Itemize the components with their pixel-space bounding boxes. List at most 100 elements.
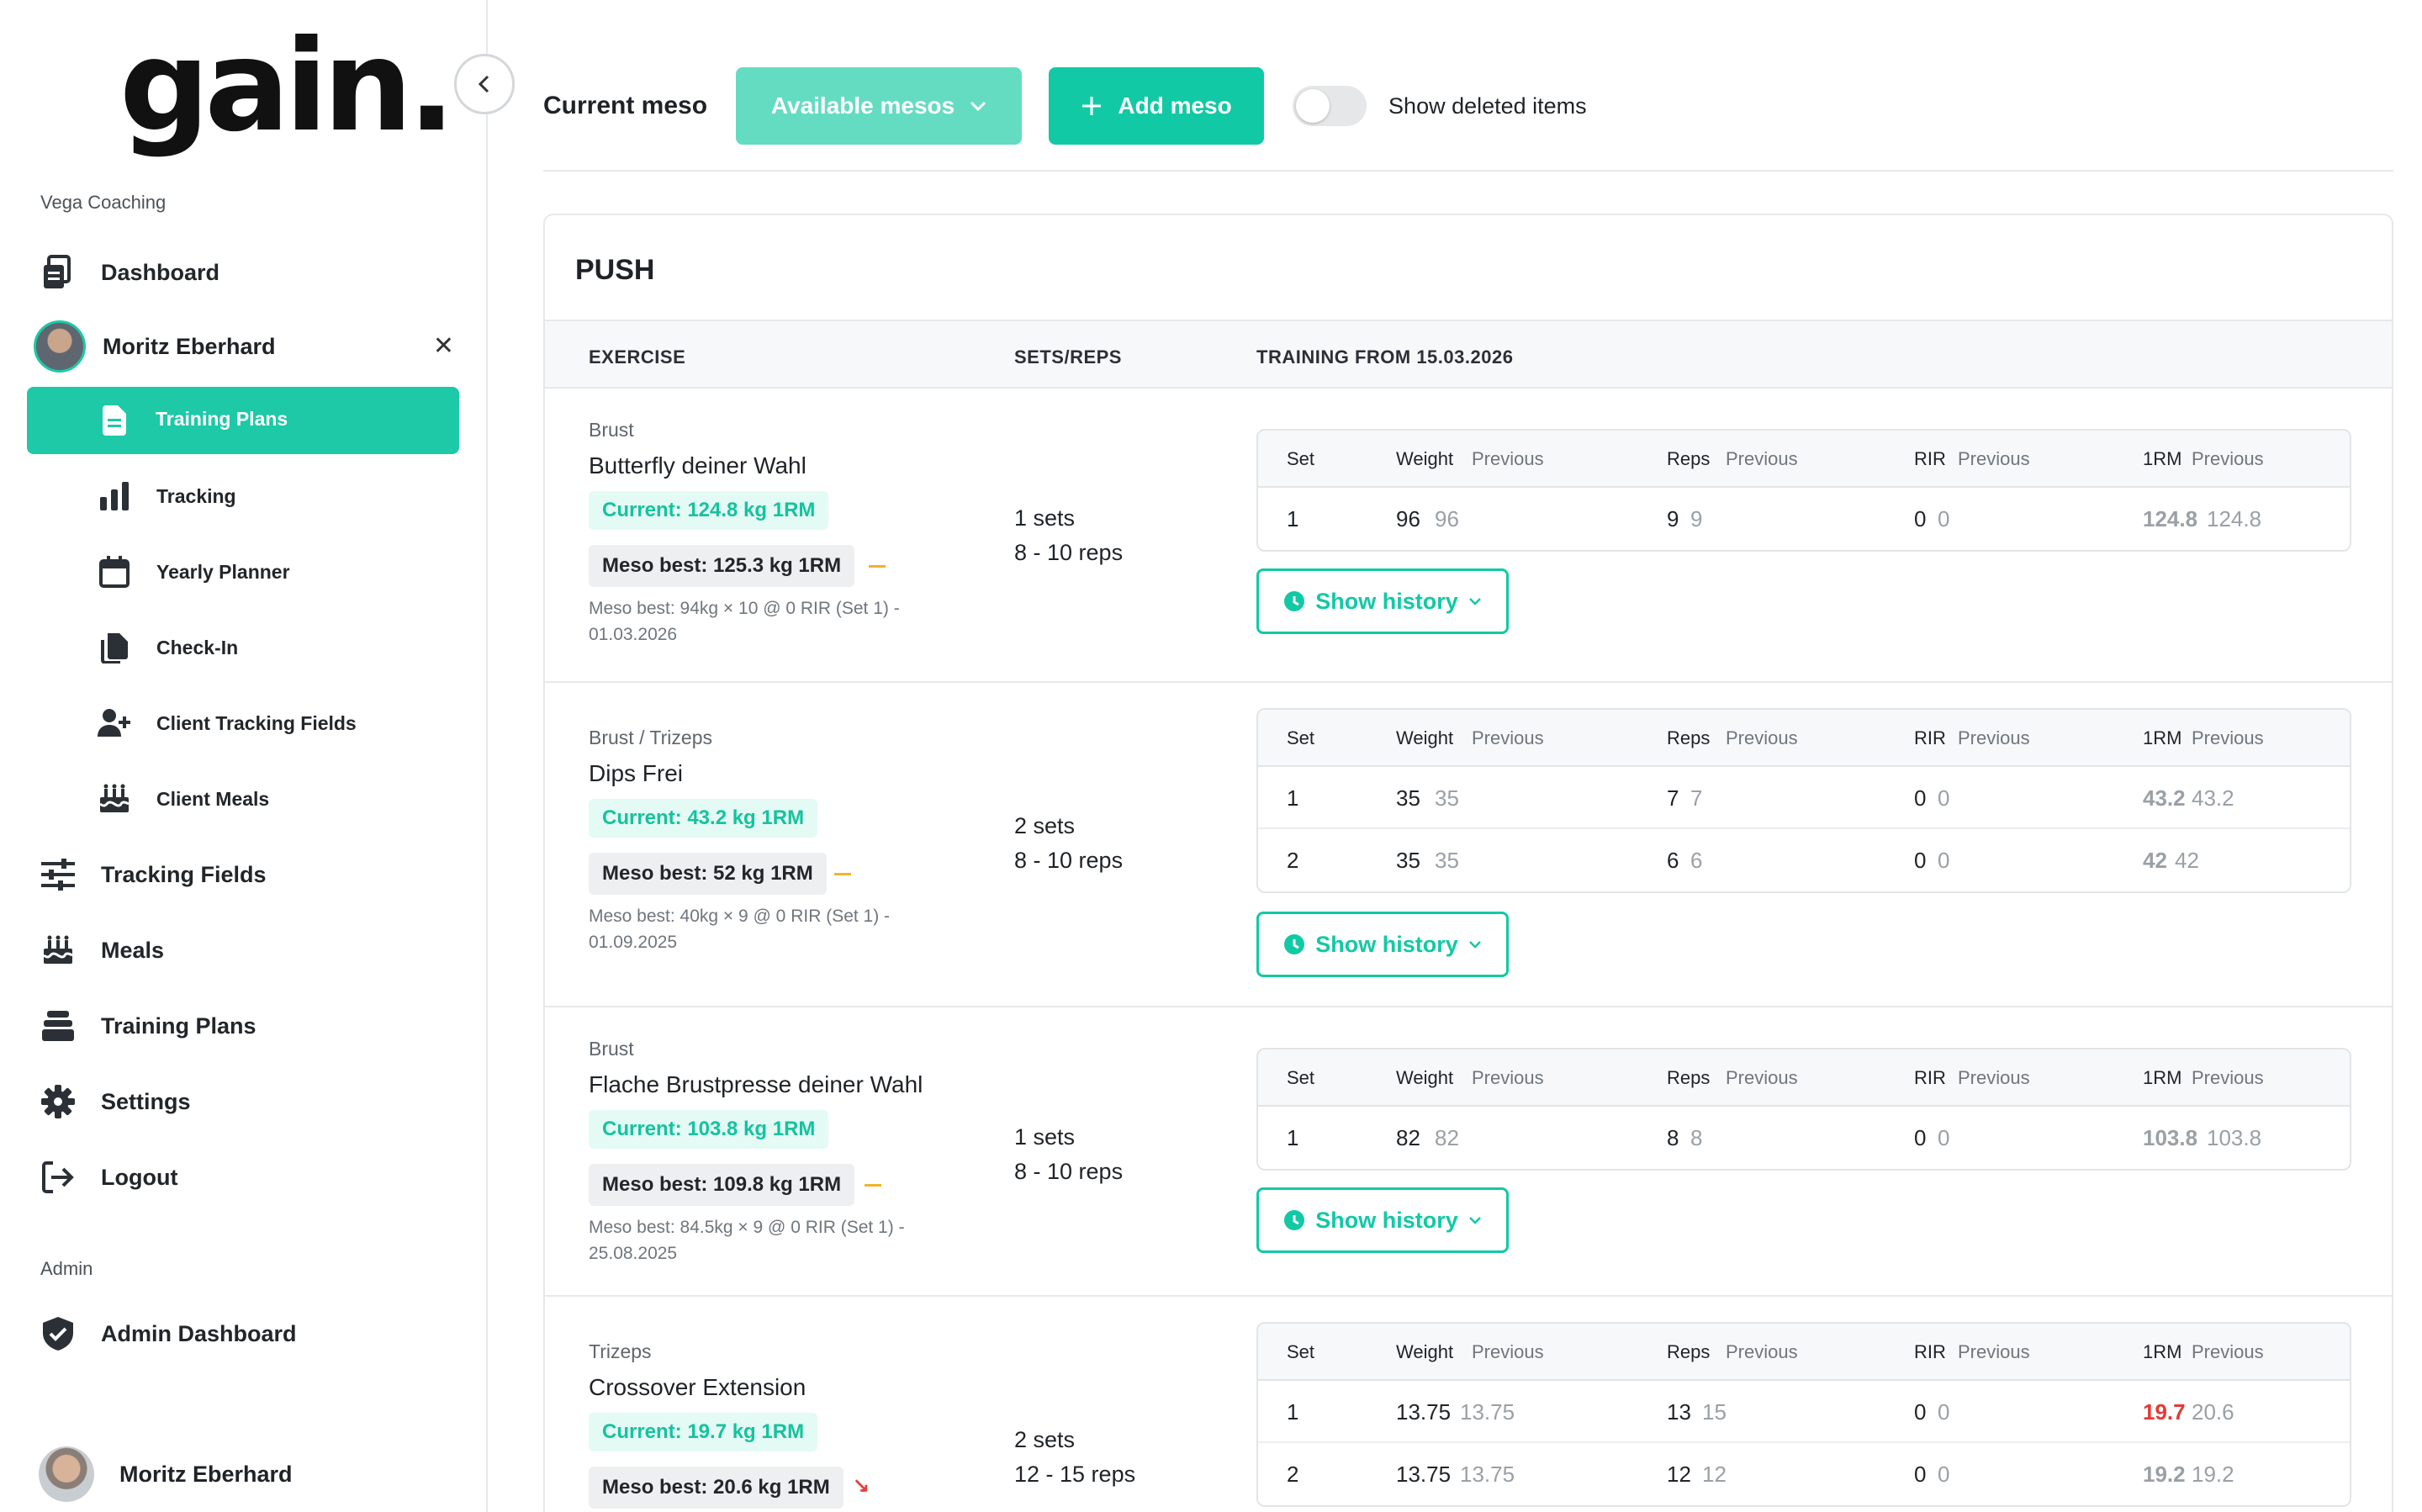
weight-value[interactable]: 13.75 bbox=[1396, 1462, 1452, 1487]
collapse-sidebar-button[interactable] bbox=[454, 54, 515, 114]
weight-prev: 35 bbox=[1435, 848, 1459, 873]
nav-label: Logout bbox=[101, 1164, 178, 1190]
h-1rm-prev: Previous bbox=[2192, 448, 2264, 469]
client-avatar bbox=[34, 320, 86, 373]
add-meso-button[interactable]: Add meso bbox=[1049, 67, 1265, 145]
sidebar-item-label: Check-In bbox=[156, 636, 239, 658]
h-set: Set bbox=[1287, 1067, 1315, 1088]
current-1rm-badge: Current: 124.8 kg 1RM bbox=[589, 491, 829, 530]
bar-chart-icon bbox=[98, 479, 131, 513]
sidebar-item-label: Client Meals bbox=[156, 787, 270, 810]
set-row: 1 96 96 9 9 0 0 124.8 124.8 bbox=[1258, 488, 2350, 550]
exercise-row: Brust / Trizeps Dips Frei Current: 43.2 … bbox=[545, 683, 2392, 1007]
show-history-button[interactable]: Show history bbox=[1256, 1187, 1509, 1253]
sidebar-item-yearly-planner[interactable]: Yearly Planner bbox=[98, 548, 290, 595]
cake-icon bbox=[98, 782, 131, 816]
nav-dashboard[interactable]: Dashboard bbox=[40, 249, 219, 296]
exercise-category: Brust bbox=[589, 419, 634, 441]
set-number: 2 bbox=[1287, 1462, 1299, 1487]
weight-prev: 13.75 bbox=[1460, 1462, 1515, 1487]
h-rir: RIR bbox=[1914, 1067, 1946, 1088]
nav-training-plans[interactable]: Training Plans bbox=[40, 1002, 256, 1049]
orm-value: 103.8 bbox=[2143, 1125, 2198, 1150]
reps-value[interactable]: 12 bbox=[1667, 1462, 1691, 1487]
rir-value[interactable]: 0 bbox=[1914, 1125, 1927, 1150]
nav-tracking-fields[interactable]: Tracking Fields bbox=[40, 851, 267, 898]
sidebar-item-training-plans[interactable]: Training Plans bbox=[27, 387, 459, 454]
clock-icon bbox=[1284, 1210, 1305, 1230]
col-sets-reps: SETS/REPS bbox=[1014, 346, 1122, 367]
exercise-category: Brust / Trizeps bbox=[589, 727, 712, 748]
reps-value[interactable]: 8 bbox=[1667, 1125, 1679, 1150]
copy-icon bbox=[98, 631, 131, 664]
available-mesos-dropdown[interactable]: Available mesos bbox=[736, 67, 1023, 145]
nav-logout[interactable]: Logout bbox=[40, 1154, 177, 1201]
current-1rm-badge: Current: 19.7 kg 1RM bbox=[589, 1413, 818, 1451]
orm-value: 42 bbox=[2143, 848, 2167, 873]
current-1rm-badge: Current: 103.8 kg 1RM bbox=[589, 1110, 829, 1149]
nav-label: Settings bbox=[101, 1088, 191, 1114]
exercise-row: Brust Butterfly deiner Wahl Current: 124… bbox=[545, 389, 2392, 683]
rir-value[interactable]: 0 bbox=[1914, 848, 1927, 873]
h-set: Set bbox=[1287, 727, 1315, 748]
sidebar-item-client-meals[interactable]: Client Meals bbox=[98, 775, 269, 822]
sidebar-item-client-tracking-fields[interactable]: Client Tracking Fields bbox=[98, 700, 357, 747]
sets-reps: 1 sets 8 - 10 reps bbox=[1014, 1120, 1123, 1189]
reps-value[interactable]: 13 bbox=[1667, 1399, 1691, 1425]
show-deleted-toggle[interactable] bbox=[1293, 86, 1367, 126]
nav-settings[interactable]: Settings bbox=[40, 1078, 191, 1125]
reps-value[interactable]: 6 bbox=[1667, 848, 1679, 873]
plus-icon bbox=[1082, 97, 1102, 115]
meso-best-note: Meso best: 94kg × 10 @ 0 RIR (Set 1) - 0… bbox=[589, 599, 900, 644]
rir-value[interactable]: 0 bbox=[1914, 506, 1927, 531]
rir-value[interactable]: 0 bbox=[1914, 1399, 1927, 1425]
set-number: 1 bbox=[1287, 1125, 1299, 1150]
reps-value[interactable]: 9 bbox=[1667, 506, 1679, 531]
reps-range: 8 - 10 reps bbox=[1014, 848, 1124, 873]
logout-icon bbox=[40, 1160, 76, 1195]
cake-icon bbox=[40, 933, 76, 968]
orm-prev: 43.2 bbox=[2192, 785, 2234, 811]
weight-value[interactable]: 35 bbox=[1396, 785, 1420, 811]
sets-table-header: Set Weight Previous Reps Previous RIR Pr… bbox=[1258, 431, 2350, 488]
orm-value: 124.8 bbox=[2143, 506, 2198, 531]
exercise-name: Butterfly deiner Wahl bbox=[589, 452, 806, 478]
sidebar-item-tracking[interactable]: Tracking bbox=[98, 473, 236, 520]
h-weight: Weight bbox=[1396, 1341, 1454, 1362]
set-number: 2 bbox=[1287, 848, 1299, 873]
weight-value[interactable]: 35 bbox=[1396, 848, 1420, 873]
sidebar-item-label: Training Plans bbox=[156, 408, 288, 430]
weight-value[interactable]: 13.75 bbox=[1396, 1399, 1452, 1425]
chevron-left-icon bbox=[478, 75, 489, 93]
orm-value: 19.7 bbox=[2143, 1399, 2186, 1425]
logo[interactable]: gain. bbox=[119, 13, 456, 160]
add-meso-label: Add meso bbox=[1118, 93, 1232, 119]
sets-table: Set Weight Previous Reps Previous RIR Pr… bbox=[1256, 708, 2351, 893]
h-weight: Weight bbox=[1396, 1067, 1454, 1088]
weight-prev: 82 bbox=[1435, 1125, 1459, 1150]
meso-best-badge: Meso best: 125.3 kg 1RM bbox=[589, 545, 855, 587]
h-weight: Weight bbox=[1396, 448, 1454, 469]
rir-value[interactable]: 0 bbox=[1914, 1462, 1927, 1487]
show-history-button[interactable]: Show history bbox=[1256, 568, 1509, 634]
weight-value[interactable]: 96 bbox=[1396, 506, 1420, 531]
h-weight-prev: Previous bbox=[1472, 1341, 1544, 1362]
user-plus-icon bbox=[98, 706, 131, 740]
reps-value[interactable]: 7 bbox=[1667, 785, 1679, 811]
h-1rm: 1RM bbox=[2143, 727, 2182, 748]
weight-value[interactable]: 82 bbox=[1396, 1125, 1420, 1150]
client-header[interactable]: Moritz Eberhard ✕ bbox=[34, 320, 454, 373]
user-profile[interactable]: Moritz Eberhard bbox=[39, 1446, 293, 1502]
sets-reps: 2 sets 8 - 10 reps bbox=[1014, 809, 1123, 878]
h-1rm: 1RM bbox=[2143, 448, 2182, 469]
sliders-icon bbox=[40, 857, 76, 892]
nav-meals[interactable]: Meals bbox=[40, 927, 164, 974]
col-training: TRAINING FROM 15.03.2026 bbox=[1256, 346, 1514, 367]
close-client-icon[interactable]: ✕ bbox=[432, 332, 454, 360]
sidebar-item-check-in[interactable]: Check-In bbox=[98, 624, 238, 671]
nav-admin-dashboard[interactable]: Admin Dashboard bbox=[40, 1310, 297, 1357]
sidebar-item-label: Client Tracking Fields bbox=[156, 711, 357, 734]
rir-value[interactable]: 0 bbox=[1914, 785, 1927, 811]
show-history-button[interactable]: Show history bbox=[1256, 912, 1509, 977]
h-1rm-prev: Previous bbox=[2192, 727, 2264, 748]
